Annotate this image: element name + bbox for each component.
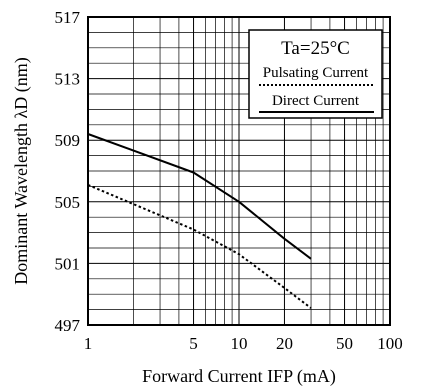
x-tick-label: 10 <box>231 334 248 353</box>
x-tick-label: 5 <box>189 334 198 353</box>
x-tick-labels: 1 5 10 20 50 100 <box>84 334 403 353</box>
legend-label-pulsating: Pulsating Current <box>263 65 369 81</box>
x-axis-label: Forward Current IFP (mA) <box>142 366 336 387</box>
y-tick-label: 497 <box>55 316 81 335</box>
y-tick-label: 505 <box>55 193 81 212</box>
series-line-pulsating <box>87 183 312 309</box>
legend-box <box>248 29 383 119</box>
y-tick-label: 513 <box>55 70 81 89</box>
x-tick-label: 1 <box>84 334 93 353</box>
y-tick-labels: 497 501 505 509 513 517 <box>55 8 81 335</box>
y-tick-label: 501 <box>55 254 81 273</box>
x-tick-label: 20 <box>276 334 293 353</box>
plot-frame <box>87 16 391 326</box>
series-layer <box>87 133 312 309</box>
series-line-direct <box>87 133 312 260</box>
x-tick-label: 100 <box>377 334 403 353</box>
legend: Ta=25°C Pulsating Current Direct Current <box>248 29 383 119</box>
legend-annotation: Ta=25°C <box>281 38 350 59</box>
y-axis-label: Dominant Wavelength λD (nm) <box>11 57 32 284</box>
x-tick-label: 50 <box>336 334 353 353</box>
y-tick-label: 517 <box>55 8 81 27</box>
y-tick-label: 509 <box>55 131 81 150</box>
legend-label-direct: Direct Current <box>272 93 360 109</box>
